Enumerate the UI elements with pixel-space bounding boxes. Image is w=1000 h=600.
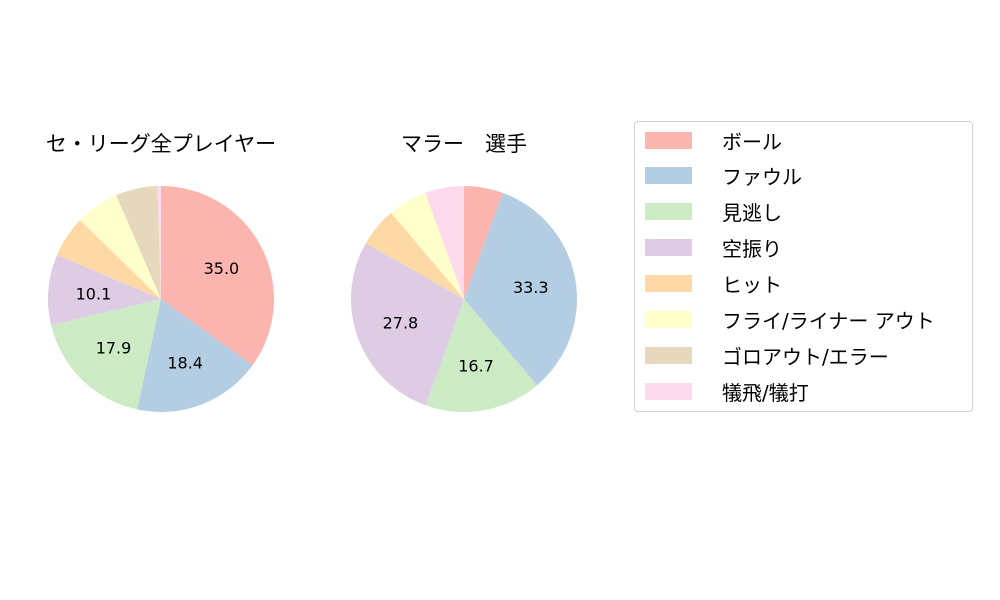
slice-value-label: 16.7 xyxy=(458,357,494,376)
legend-label: フライ/ライナー アウト xyxy=(722,309,935,333)
legend-label: ゴロアウト/エラー xyxy=(722,344,889,369)
left-chart-title: セ・リーグ全プレイヤー xyxy=(45,132,277,156)
legend-swatch xyxy=(645,203,692,221)
pie-slice xyxy=(391,192,464,299)
pie-slice xyxy=(425,186,464,299)
legend-label: 犠飛/犠打 xyxy=(722,380,809,405)
legend-swatch xyxy=(645,275,692,293)
pie-slice xyxy=(464,186,503,299)
slice-value-label: 27.8 xyxy=(383,314,419,333)
legend-label: 見逃し xyxy=(722,201,782,226)
pie-slice xyxy=(351,243,464,406)
slice-value-label: 35.0 xyxy=(204,259,240,278)
slice-value-label: 18.4 xyxy=(167,353,203,372)
pie-slice xyxy=(464,192,577,386)
pie-slice xyxy=(365,212,464,299)
legend-swatch xyxy=(645,131,692,149)
legend-swatch xyxy=(645,167,692,185)
slice-value-label: 17.9 xyxy=(96,338,132,357)
legend-item: ヒット xyxy=(645,272,782,298)
legend-swatch xyxy=(645,311,692,328)
slice-value-label: 33.3 xyxy=(513,278,549,297)
legend-item: 見逃し xyxy=(645,200,782,226)
legend-swatch xyxy=(645,382,692,400)
pie-slice xyxy=(157,186,161,299)
legend-swatch xyxy=(645,346,692,364)
right-pie-chart: 33.3 16.7 27.8 xyxy=(351,186,577,412)
legend-item: 犠飛/犠打 xyxy=(645,379,809,405)
right-chart-title: マラー 選手 xyxy=(401,132,527,156)
legend-label: ボール xyxy=(722,129,782,154)
slice-value-label: 10.1 xyxy=(76,284,112,303)
legend-item: ボール xyxy=(645,128,782,154)
legend-item: 空振り xyxy=(645,236,782,262)
legend-item: ファウル xyxy=(645,164,802,190)
pie-slice xyxy=(116,186,161,299)
legend-label: ファウル xyxy=(722,165,802,190)
legend-item: ゴロアウト/エラー xyxy=(645,343,889,369)
pie-slice xyxy=(137,299,253,413)
pie-slice xyxy=(47,254,161,326)
legend-swatch xyxy=(645,239,692,257)
pie-slice xyxy=(51,299,161,410)
legend-label: 空振り xyxy=(722,237,782,262)
pie-slice xyxy=(80,195,161,299)
legend-label: ヒット xyxy=(722,273,782,298)
pie-slice xyxy=(57,220,161,299)
legend-item: フライ/ライナー アウト xyxy=(645,308,935,333)
pie-slice xyxy=(161,186,274,366)
pie-slice xyxy=(425,299,537,412)
legend: ボールファウル見逃し空振りヒットフライ/ライナー アウト ゴロアウト/エラー 犠飛/… xyxy=(634,121,973,412)
left-pie-chart: 35.0 18.4 17.9 10.1 xyxy=(47,186,274,413)
